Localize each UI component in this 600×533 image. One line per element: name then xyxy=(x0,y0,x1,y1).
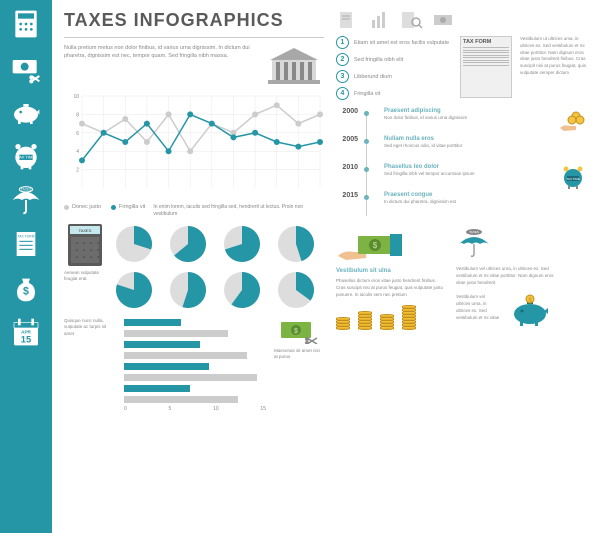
legend-item: Fringilla vit xyxy=(111,204,145,210)
pie-chart xyxy=(168,224,208,264)
bar-row xyxy=(124,351,266,360)
coin-stack xyxy=(402,306,416,330)
money-cut-icon xyxy=(10,52,42,84)
bar-left-text: Quisque nunc nulla, vulputate ac turpis … xyxy=(64,318,116,337)
svg-text:TAX TIME: TAX TIME xyxy=(17,155,35,160)
divider xyxy=(64,37,324,38)
timeline-item: 2000Praesent adipiscingNon dolor finibus… xyxy=(336,108,588,136)
timeline-item: 2005Nullam nulla erosSed eget rhoncus od… xyxy=(336,136,588,164)
bar-row xyxy=(124,329,266,338)
bottom-block3-text: Vestibulum vel ultrices urna, in ultrice… xyxy=(456,294,500,321)
coin-stack xyxy=(380,315,394,330)
calendar-icon: APR15 xyxy=(10,316,42,348)
svg-text:4: 4 xyxy=(76,149,79,155)
line-chart-caption: In enim lorem, iaculis sed fringilla sed… xyxy=(153,204,324,218)
numbered-item: 4Fringilla vit xyxy=(336,87,452,100)
line-chart: 2 4 6 8 10 xyxy=(64,92,324,200)
tax-form-graphic: TAX FORM xyxy=(460,36,512,98)
pie-chart xyxy=(276,224,316,264)
pie-chart xyxy=(168,270,208,310)
svg-text:$: $ xyxy=(373,241,378,250)
calculator-graphic xyxy=(68,224,102,266)
building-icon xyxy=(264,44,324,86)
main-content: TAXES INFOGRAPHICS Nulla pretium metus n… xyxy=(52,0,600,533)
money-cut-graphic: $ xyxy=(279,318,319,344)
intro-text: Nulla pretium metus non dolor finibus, i… xyxy=(64,44,256,86)
svg-text:TAXES: TAXES xyxy=(469,230,479,234)
bar-row xyxy=(124,395,266,404)
bar-row xyxy=(124,384,266,393)
pie-chart xyxy=(222,224,262,264)
umbrella-icon: TAXES xyxy=(10,184,42,216)
svg-text:10: 10 xyxy=(73,94,79,100)
page-title: TAXES INFOGRAPHICS xyxy=(64,10,324,31)
money-bag-icon: $ xyxy=(10,272,42,304)
svg-text:TAX FORM: TAX FORM xyxy=(18,234,35,238)
numbered-item: 1Etiam sit amet est eros facilis vulputa… xyxy=(336,36,452,49)
pie-chart xyxy=(222,270,262,310)
timeline: 2000Praesent adipiscingNon dolor finibus… xyxy=(336,108,588,220)
bar-row xyxy=(124,373,266,382)
cash-icon xyxy=(432,10,456,30)
svg-text:TAX TIME: TAX TIME xyxy=(566,177,580,181)
umbrella-taxes-icon: TAXES xyxy=(456,228,492,258)
doc-icon xyxy=(336,10,360,30)
coin-stack xyxy=(336,318,350,330)
numbered-side-text: Vestibulum ut ultrices uma, in ultrices … xyxy=(520,36,588,100)
bar-right-text: Maecenas sit amet nisi at purus xyxy=(274,348,324,361)
svg-text:2: 2 xyxy=(76,168,79,174)
piggy-graphic: $ xyxy=(508,294,552,328)
svg-text:TAXES: TAXES xyxy=(21,188,32,192)
bottom-block1-text: Phasellus dictum eros vitae justo hendre… xyxy=(336,278,446,298)
bar-chart: 051015 xyxy=(124,318,266,412)
svg-text:APR: APR xyxy=(21,329,31,334)
numbered-item: 3Libberund dium xyxy=(336,70,452,83)
tax-form-icon: TAX FORM xyxy=(10,228,42,260)
bottom-block1-title: Vestibulum sit ulna xyxy=(336,268,446,274)
bar-row xyxy=(124,362,266,371)
tax-clock-icon: TAX TIME xyxy=(10,140,42,172)
bars-icon xyxy=(368,10,392,30)
sidebar: TAX TIME TAXES TAX FORM $ APR15 xyxy=(0,0,52,533)
pie-chart xyxy=(114,224,154,264)
bar-row xyxy=(124,318,266,327)
piggy-icon xyxy=(10,96,42,128)
coin-stack xyxy=(358,312,372,330)
timeline-item: 2015Praesent congueIn dictum dui pharetr… xyxy=(336,192,588,220)
line-chart-legend: Donec justo Fringilla vit xyxy=(64,204,145,210)
coins-hand-icon xyxy=(558,108,588,134)
tax-clock-icon: TAX TIME xyxy=(558,164,588,190)
legend-item: Donec justo xyxy=(64,204,101,210)
coin-stacks xyxy=(336,306,446,330)
bar-row xyxy=(124,340,266,349)
pie-charts xyxy=(114,224,324,310)
numbered-item: 2Sed fringilla nibh elit xyxy=(336,53,452,66)
svg-text:$: $ xyxy=(23,286,29,298)
pie-chart xyxy=(114,270,154,310)
svg-text:6: 6 xyxy=(76,131,79,137)
svg-text:8: 8 xyxy=(76,112,79,118)
timeline-item: 2010Phasellus leo dolorSed fringilla nib… xyxy=(336,164,588,192)
search-doc-icon xyxy=(400,10,424,30)
svg-text:15: 15 xyxy=(21,335,31,345)
money-hand-icon: $ xyxy=(336,228,406,264)
pie-chart xyxy=(276,270,316,310)
top-icon-row xyxy=(336,10,588,30)
svg-text:$: $ xyxy=(294,328,298,335)
bottom-block2-text: Vestibulum vel ultrices urna, in ultrice… xyxy=(456,266,556,286)
pie-label: Aenean vulputate feugiat erat xyxy=(64,270,106,283)
calculator-icon xyxy=(10,8,42,40)
numbered-list: 1Etiam sit amet est eros facilis vulputa… xyxy=(336,36,452,100)
